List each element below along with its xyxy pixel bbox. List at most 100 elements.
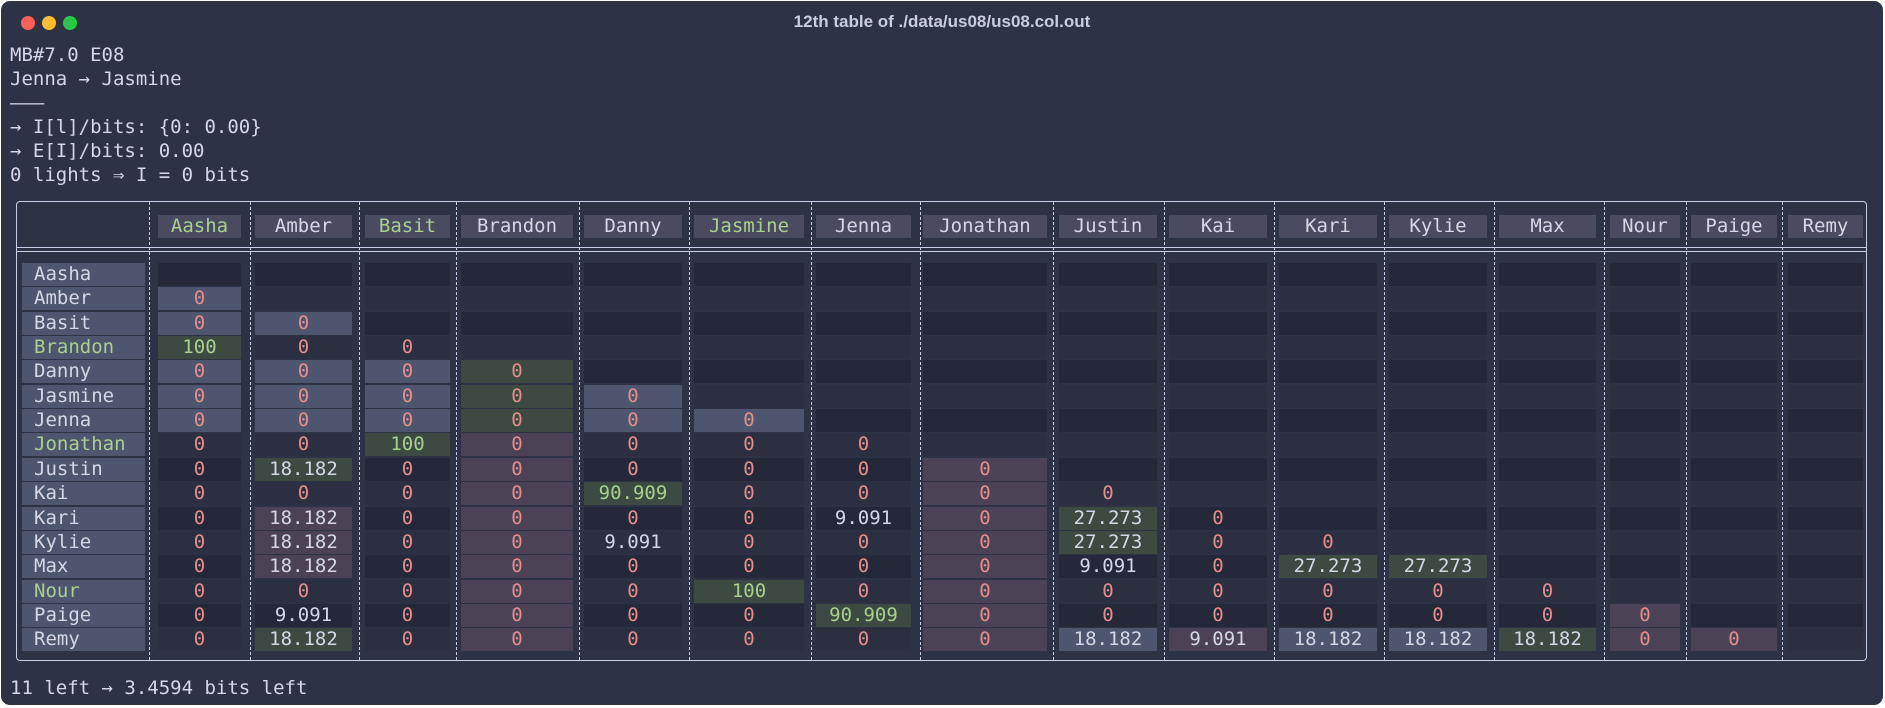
table-cell[interactable]: 0 <box>365 506 450 530</box>
column-header[interactable]: Kylie <box>1389 215 1487 238</box>
table-cell[interactable] <box>1499 384 1596 408</box>
column-header[interactable]: Justin <box>1059 215 1157 238</box>
table-cell[interactable]: 0 <box>694 433 804 457</box>
table-cell[interactable] <box>1389 482 1487 506</box>
table-cell[interactable] <box>1499 287 1596 311</box>
table-cell[interactable] <box>816 384 911 408</box>
table-cell[interactable]: 0 <box>461 482 573 506</box>
table-cell[interactable]: 0 <box>158 311 241 335</box>
table-cell[interactable]: 0 <box>1499 579 1596 603</box>
table-cell[interactable]: 18.182 <box>1279 628 1377 652</box>
table-cell[interactable] <box>1389 530 1487 554</box>
column-header[interactable]: Amber <box>255 215 352 238</box>
table-cell[interactable] <box>1499 555 1596 579</box>
table-cell[interactable] <box>1788 506 1863 530</box>
table-cell[interactable]: 0 <box>816 555 911 579</box>
table-cell[interactable] <box>1499 482 1596 506</box>
table-cell[interactable] <box>1499 409 1596 433</box>
table-cell[interactable]: 0 <box>1169 506 1267 530</box>
table-cell[interactable] <box>461 311 573 335</box>
table-cell[interactable]: 0 <box>1169 579 1267 603</box>
table-cell[interactable] <box>1788 579 1863 603</box>
table-cell[interactable] <box>816 409 911 433</box>
table-cell[interactable] <box>1788 409 1863 433</box>
table-cell[interactable] <box>1389 433 1487 457</box>
row-label[interactable]: Kai <box>22 482 145 506</box>
table-cell[interactable] <box>923 263 1047 286</box>
row-label[interactable]: Kylie <box>22 530 145 554</box>
column-header[interactable]: Paige <box>1691 215 1777 238</box>
table-cell[interactable] <box>1169 311 1267 335</box>
row-label[interactable]: Aasha <box>22 263 145 286</box>
table-cell[interactable] <box>1169 384 1267 408</box>
table-cell[interactable]: 0 <box>365 336 450 360</box>
table-cell[interactable]: 0 <box>255 579 352 603</box>
table-cell[interactable] <box>1169 409 1267 433</box>
table-cell[interactable] <box>1279 336 1377 360</box>
table-cell[interactable] <box>1389 336 1487 360</box>
table-cell[interactable] <box>1279 360 1377 384</box>
column-header[interactable]: Brandon <box>461 215 573 238</box>
table-cell[interactable]: 0 <box>255 482 352 506</box>
table-cell[interactable] <box>694 311 804 335</box>
table-cell[interactable] <box>1389 287 1487 311</box>
table-cell[interactable]: 0 <box>923 457 1047 481</box>
table-cell[interactable]: 90.909 <box>816 603 911 627</box>
table-cell[interactable]: 0 <box>365 530 450 554</box>
table-cell[interactable] <box>1169 263 1267 286</box>
table-cell[interactable]: 0 <box>584 579 682 603</box>
table-cell[interactable] <box>1788 360 1863 384</box>
table-cell[interactable]: 0 <box>1610 628 1680 652</box>
table-cell[interactable] <box>1610 530 1680 554</box>
table-cell[interactable] <box>1059 360 1157 384</box>
table-cell[interactable]: 18.182 <box>1389 628 1487 652</box>
table-cell[interactable]: 0 <box>365 409 450 433</box>
table-cell[interactable]: 18.182 <box>1499 628 1596 652</box>
table-cell[interactable] <box>584 287 682 311</box>
table-cell[interactable]: 18.182 <box>255 555 352 579</box>
table-cell[interactable]: 0 <box>584 409 682 433</box>
table-cell[interactable] <box>923 384 1047 408</box>
table-cell[interactable] <box>1279 287 1377 311</box>
table-cell[interactable] <box>1691 360 1777 384</box>
table-cell[interactable] <box>816 360 911 384</box>
table-cell[interactable] <box>1499 433 1596 457</box>
table-cell[interactable] <box>1610 457 1680 481</box>
table-cell[interactable] <box>1788 530 1863 554</box>
table-cell[interactable]: 0 <box>1499 603 1596 627</box>
table-cell[interactable] <box>1279 482 1377 506</box>
table-cell[interactable] <box>1691 409 1777 433</box>
table-cell[interactable]: 27.273 <box>1279 555 1377 579</box>
table-cell[interactable]: 0 <box>461 433 573 457</box>
table-cell[interactable] <box>1610 336 1680 360</box>
table-cell[interactable] <box>1389 360 1487 384</box>
table-cell[interactable] <box>1691 336 1777 360</box>
table-cell[interactable] <box>1499 360 1596 384</box>
table-cell[interactable]: 0 <box>255 384 352 408</box>
table-cell[interactable] <box>1610 384 1680 408</box>
table-cell[interactable]: 0 <box>694 482 804 506</box>
table-cell[interactable]: 0 <box>461 555 573 579</box>
table-cell[interactable] <box>1788 311 1863 335</box>
table-cell[interactable] <box>461 287 573 311</box>
table-cell[interactable]: 0 <box>1059 482 1157 506</box>
table-cell[interactable] <box>1691 482 1777 506</box>
table-cell[interactable]: 0 <box>584 506 682 530</box>
table-cell[interactable]: 0 <box>923 482 1047 506</box>
row-label[interactable]: Max <box>22 555 145 579</box>
table-cell[interactable]: 0 <box>461 506 573 530</box>
table-cell[interactable] <box>1691 457 1777 481</box>
table-cell[interactable]: 0 <box>923 628 1047 652</box>
table-cell[interactable] <box>1059 263 1157 286</box>
table-cell[interactable] <box>1389 457 1487 481</box>
table-cell[interactable] <box>1691 263 1777 286</box>
table-cell[interactable]: 0 <box>461 409 573 433</box>
table-cell[interactable]: 0 <box>1279 579 1377 603</box>
table-cell[interactable]: 27.273 <box>1059 506 1157 530</box>
table-cell[interactable]: 0 <box>158 433 241 457</box>
table-cell[interactable] <box>694 384 804 408</box>
table-cell[interactable] <box>1788 482 1863 506</box>
table-cell[interactable] <box>584 360 682 384</box>
table-cell[interactable] <box>1389 506 1487 530</box>
table-cell[interactable]: 0 <box>255 433 352 457</box>
